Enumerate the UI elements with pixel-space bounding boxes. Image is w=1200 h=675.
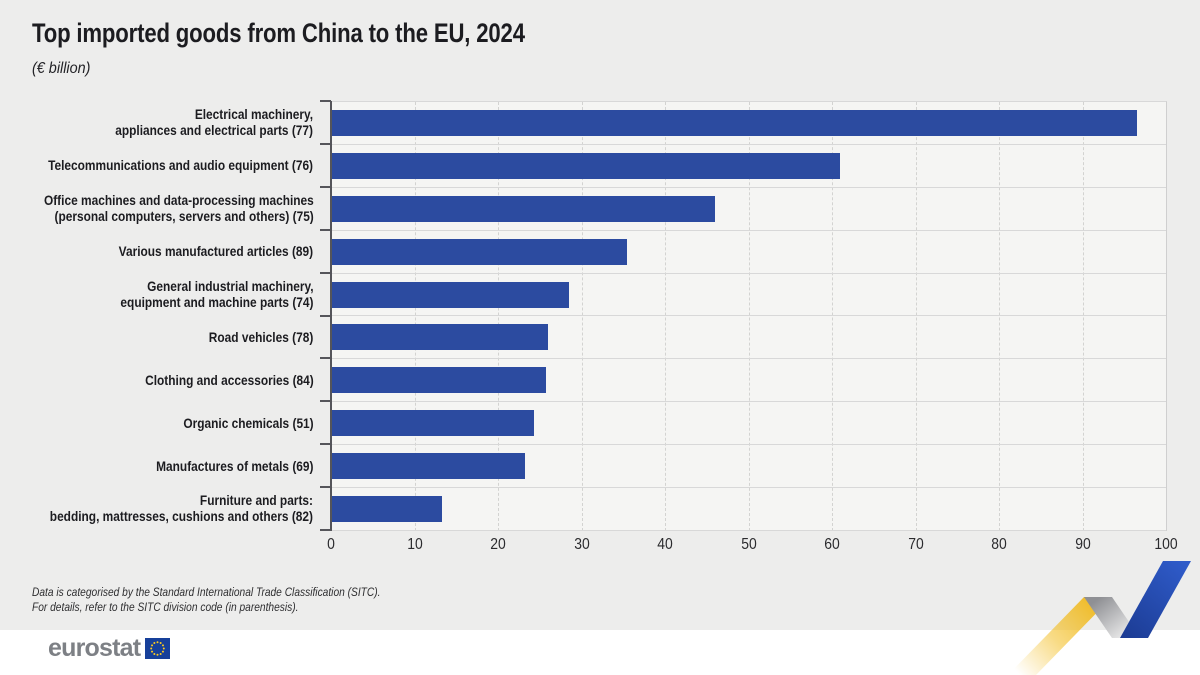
- category-label: Manufactures of metals (69): [155, 457, 314, 474]
- footer: [0, 630, 1200, 675]
- category-label-row: Various manufactured articles (89): [0, 230, 321, 273]
- x-tick-label-0: 0: [327, 536, 335, 553]
- bar-row: [331, 145, 1166, 188]
- x-axis: 0 10 20 30 40 50 60 70 80 90 100: [327, 536, 1178, 558]
- gridline-30: [581, 102, 583, 531]
- category-label-row: Furniture and parts: bedding, mattresses,…: [0, 487, 321, 530]
- bar-5: [331, 281, 569, 308]
- x-tick-label-100: 100: [1154, 536, 1178, 553]
- y-axis-tick: [320, 142, 331, 145]
- bar-row: [331, 274, 1166, 317]
- y-axis-line: [330, 101, 332, 531]
- bar-row: [331, 445, 1166, 489]
- footnote: Data is categorised by the Standard Inte…: [32, 585, 442, 615]
- category-label: Office machines and data-processing mach…: [43, 192, 314, 225]
- y-axis-tick: [320, 357, 331, 360]
- category-label-row: Electrical machinery, appliances and elec…: [0, 101, 321, 144]
- bar-2: [331, 152, 841, 179]
- category-label-row: Manufactures of metals (69): [0, 444, 321, 487]
- x-tick-label-70: 70: [907, 536, 924, 553]
- gridline-80: [999, 102, 1000, 531]
- gridline-50: [748, 102, 750, 531]
- y-axis-tick: [320, 400, 331, 403]
- bar-3: [331, 195, 716, 222]
- category-label: General industrial machinery, equipment a…: [120, 278, 314, 310]
- bar-4: [331, 238, 628, 265]
- footnote-line1: Data is categorised by the Standard Inte…: [32, 585, 381, 599]
- bar-10: [331, 495, 443, 522]
- bar-row: [331, 188, 1166, 231]
- y-axis-tick: [320, 443, 331, 446]
- category-label: Clothing and accessories (84): [144, 371, 314, 388]
- category-label: Road vehicles (78): [208, 328, 314, 345]
- bar-row: [331, 359, 1166, 403]
- x-tick-label-60: 60: [824, 536, 840, 553]
- bar-6: [331, 324, 549, 351]
- category-label-row: Telecommunications and audio equipment (…: [0, 144, 321, 187]
- y-axis-tick: [320, 314, 331, 317]
- bar-1: [331, 109, 1137, 136]
- category-label: Organic chemicals (51): [183, 414, 314, 431]
- x-tick-label-30: 30: [573, 536, 590, 553]
- category-label-row: Clothing and accessories (84): [0, 358, 321, 401]
- gridline-10: [414, 102, 416, 531]
- y-axis-tick: [320, 228, 331, 231]
- y-axis-tick: [320, 529, 331, 531]
- chart-subtitle: (€ billion): [32, 60, 91, 77]
- gridline-70: [915, 102, 917, 531]
- plot-area: [331, 101, 1167, 531]
- category-label-row: Road vehicles (78): [0, 315, 321, 358]
- category-labels: Electrical machinery, appliances and elec…: [0, 101, 321, 530]
- gridline-60: [832, 102, 833, 531]
- category-label-row: Office machines and data-processing mach…: [0, 187, 321, 230]
- x-tick-label-10: 10: [406, 536, 423, 553]
- x-tick-label-40: 40: [657, 536, 673, 553]
- x-tick-label-90: 90: [1074, 536, 1091, 553]
- x-tick-label-20: 20: [490, 536, 506, 553]
- x-tick-label-80: 80: [991, 536, 1007, 553]
- bar-row: [331, 316, 1166, 360]
- eurostat-logo: eurostat: [48, 634, 171, 662]
- y-axis-tick: [320, 185, 331, 188]
- bar-row: [331, 231, 1166, 274]
- category-label-row: General industrial machinery, equipment a…: [0, 273, 321, 316]
- footnote-line2: For details, refer to the SITC division …: [32, 600, 299, 614]
- y-axis-tick: [320, 486, 331, 489]
- bar-8: [331, 410, 534, 437]
- eu-flag-icon: [145, 638, 171, 659]
- category-label: Furniture and parts: bedding, mattresses,…: [50, 492, 314, 525]
- bar-row: [331, 488, 1166, 531]
- y-axis-tick: [320, 271, 331, 274]
- category-label-row: Organic chemicals (51): [0, 401, 321, 444]
- gridline-90: [1082, 102, 1084, 531]
- bar-9: [331, 453, 525, 480]
- bar-7: [331, 367, 547, 394]
- bar-row: [331, 102, 1166, 145]
- category-label: Electrical machinery, appliances and elec…: [115, 106, 314, 139]
- x-tick-label-50: 50: [740, 536, 757, 553]
- category-label: Various manufactured articles (89): [118, 243, 314, 260]
- bar-row: [331, 402, 1166, 446]
- y-axis-tick: [320, 100, 331, 102]
- page-title: Top imported goods from China to the EU,…: [32, 18, 525, 48]
- eurostat-logo-text: eurostat: [48, 634, 141, 662]
- decorative-ribbon-icon: [1008, 561, 1191, 675]
- gridline-20: [498, 102, 499, 531]
- category-label: Telecommunications and audio equipment (…: [48, 157, 314, 174]
- gridline-40: [665, 102, 666, 531]
